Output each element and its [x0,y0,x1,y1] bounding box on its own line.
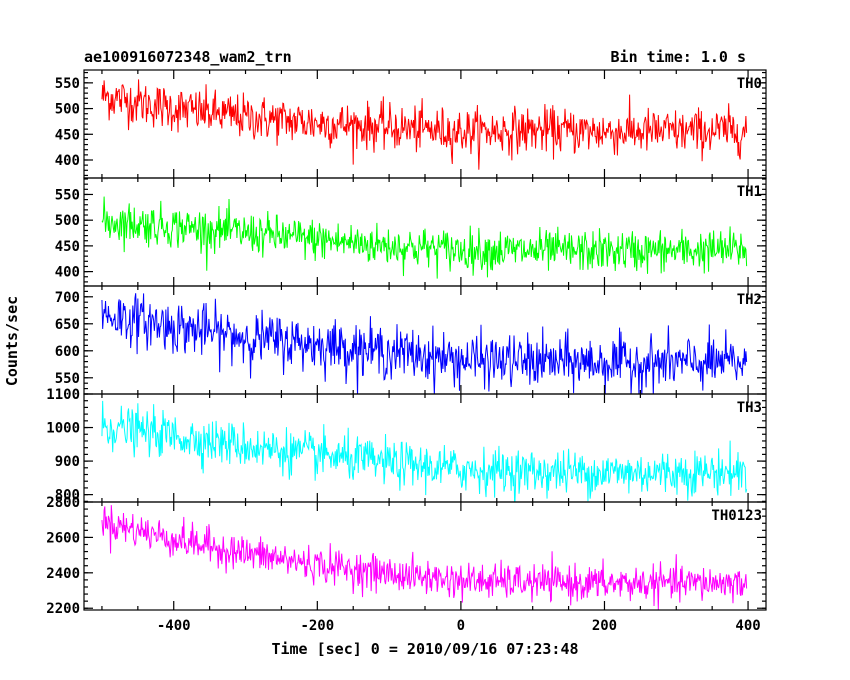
y-tick-label: 2800 [46,495,80,511]
x-tick-label: -200 [300,618,334,634]
figure-title: ae100916072348_wam2_trn [84,48,292,66]
x-tick-label: -400 [157,618,191,634]
y-tick-label: 800 [55,488,80,504]
y-tick-label: 550 [55,76,80,92]
panels-group: 400 450 500 550 TH0 400 450 500 550 TH1 550 600 650 7… [46,69,767,617]
series-line-th2 [101,293,748,394]
series-line-th0123 [101,505,748,610]
y-tick-label: 2400 [46,566,80,582]
panel-label-th3: TH3 [737,400,762,416]
panel-th1: 400 450 500 550 TH1 [55,177,767,287]
x-tick-label: 400 [735,618,760,634]
y-tick-label: 900 [55,454,80,470]
y-tick-label: 2600 [46,530,80,546]
panel-th0123: 2200 2400 2600 2800 TH0123 [46,495,767,617]
series-line-th3 [101,400,748,502]
y-tick-label: 500 [55,213,80,229]
y-tick-label: 2200 [46,601,80,617]
panel-label-th0: TH0 [737,76,762,92]
y-tick-label: 550 [55,371,80,387]
panel-label-th1: TH1 [737,184,762,200]
y-tick-label: 500 [55,102,80,118]
y-axis-label: Counts/sec [3,296,21,386]
panel-th3: 800 900 1000 1100 TH3 [46,387,767,504]
y-tick-label: 700 [55,290,80,306]
y-tick-label: 1000 [46,421,80,437]
panel-th2: 550 600 650 700 TH2 [55,285,767,395]
y-tick-label: 450 [55,127,80,143]
panel-label-th0123: TH0123 [711,508,762,524]
y-tick-label: 400 [55,153,80,169]
y-tick-label: 550 [55,187,80,203]
y-tick-label: 600 [55,344,80,360]
x-tick-label: 200 [592,618,617,634]
panel-label-th2: TH2 [737,292,762,308]
panel-frame [83,501,767,611]
x-tick-label: 0 [457,618,465,634]
series-line-th1 [101,196,748,279]
y-tick-label: 400 [55,265,80,281]
y-tick-label: 1100 [46,387,80,403]
y-tick-label: 450 [55,239,80,255]
bin-time-label: Bin time: 1.0 s [611,48,746,66]
y-tick-label: 650 [55,317,80,333]
series-line-th0 [101,79,748,170]
x-axis-label: Time [sec] 0 = 2010/09/16 07:23:48 [271,640,578,658]
x-axis: -400 -200 0 200 400 [157,618,761,634]
panel-th0: 400 450 500 550 TH0 [55,69,767,179]
